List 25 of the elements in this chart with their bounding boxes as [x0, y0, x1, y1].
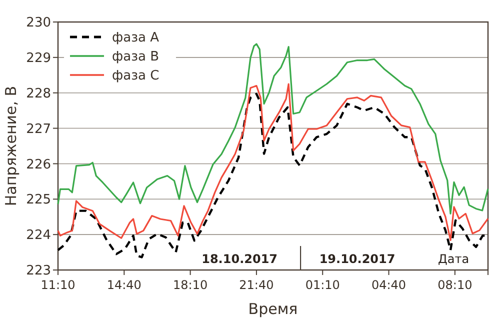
- y-tick-label: 224: [26, 228, 51, 244]
- y-tick-label: 230: [26, 16, 51, 31]
- y-tick-label: 223: [26, 264, 51, 279]
- x-axis-title: Время: [248, 300, 298, 318]
- x-tick-label: 08:10: [438, 278, 472, 292]
- x-tick-label: 18:10: [173, 278, 208, 292]
- legend-label: фаза A: [112, 30, 160, 46]
- x-tick-label: 04:40: [371, 278, 406, 292]
- legend-label: фаза C: [112, 68, 160, 84]
- y-tick-label: 228: [26, 86, 51, 102]
- annotation: 18.10.2017: [202, 252, 278, 266]
- y-axis-title: Напряжение, В: [2, 86, 20, 206]
- line-series: [57, 83, 489, 242]
- y-tick-label: 229: [26, 50, 51, 66]
- y-tick-label: 226: [26, 157, 51, 172]
- x-tick-label: 14:40: [106, 278, 142, 292]
- line-series: [57, 43, 489, 214]
- x-tick-label: 11:10: [40, 278, 76, 292]
- annotation: 19.10.2017: [319, 252, 396, 266]
- legend-label: фаза B: [112, 50, 160, 65]
- annotation: Дата: [438, 252, 470, 266]
- y-tick-label: 227: [26, 122, 51, 137]
- x-tick-label: 21:40: [239, 278, 274, 292]
- x-tick-label: 01:10: [305, 278, 340, 292]
- y-tick-label: 225: [26, 192, 51, 208]
